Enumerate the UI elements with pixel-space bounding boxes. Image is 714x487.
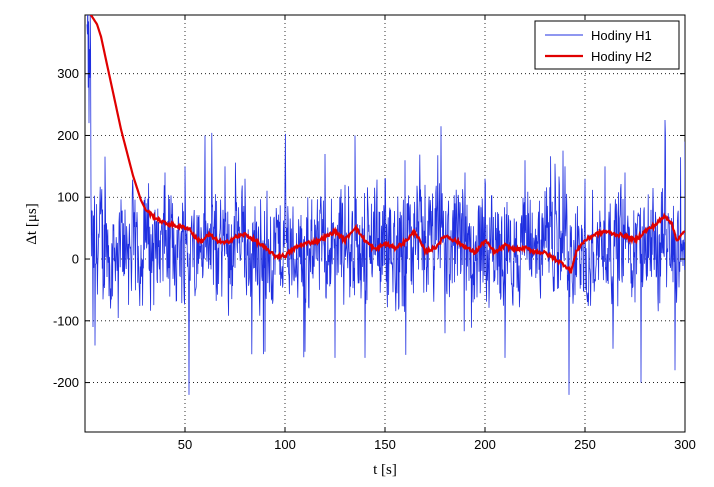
y-tick-label: 100 <box>57 190 79 205</box>
y-tick-label: -200 <box>53 375 79 390</box>
axis-ticks <box>85 15 686 432</box>
x-tick-label: 50 <box>178 437 192 452</box>
x-tick-label: 200 <box>474 437 496 452</box>
x-axis-label: t [s] <box>373 462 397 478</box>
x-tick-label: 250 <box>574 437 596 452</box>
y-tick-label: 200 <box>57 128 79 143</box>
legend: Hodiny H1 Hodiny H2 <box>534 20 680 70</box>
legend-box <box>534 20 680 70</box>
y-tick-labels: -200 -100 0 100 200 300 <box>53 66 79 390</box>
y-tick-label: -100 <box>53 313 79 328</box>
legend-label-hodiny-h1: Hodiny H1 <box>591 28 652 43</box>
legend-label-hodiny-h2: Hodiny H2 <box>591 49 652 64</box>
y-axis-label: Δt [μs] <box>24 203 40 244</box>
x-tick-label: 300 <box>674 437 696 452</box>
series-hodiny-h1-line <box>86 15 685 395</box>
x-tick-label: 150 <box>374 437 396 452</box>
y-tick-label: 300 <box>57 66 79 81</box>
x-tick-labels: 50 100 150 200 250 300 <box>178 437 696 452</box>
series-hodiny-h2-line <box>89 15 685 274</box>
x-tick-label: 100 <box>274 437 296 452</box>
y-tick-label: 0 <box>72 252 79 267</box>
